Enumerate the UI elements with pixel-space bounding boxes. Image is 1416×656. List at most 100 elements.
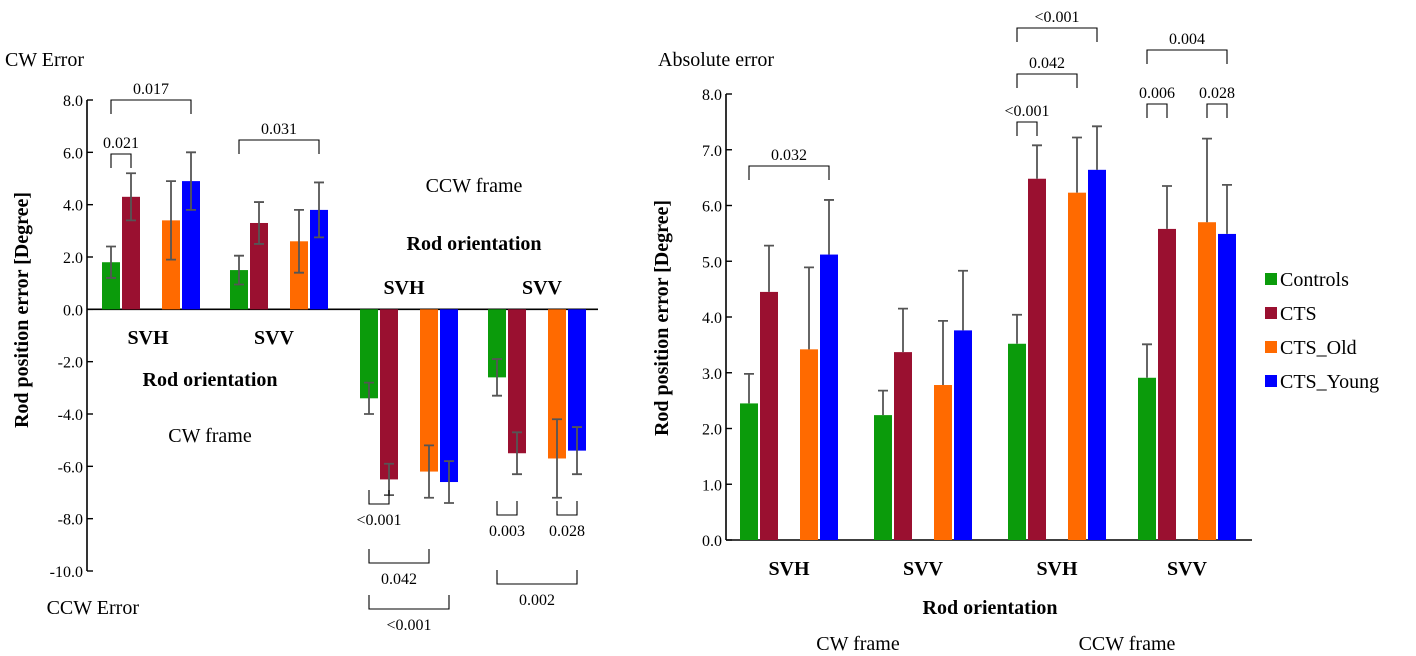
- bar: [182, 181, 200, 310]
- y-tick-label: 6.0: [63, 145, 83, 162]
- x-axis-title: Rod orientation: [923, 597, 1058, 619]
- top-label: CW Error: [5, 49, 84, 71]
- frame-caption: CW frame: [168, 425, 252, 447]
- significance-bracket: [110, 99, 192, 114]
- error-bar: [186, 151, 196, 211]
- y-tick-label: 5.0: [702, 254, 722, 271]
- error-bar: [364, 381, 374, 415]
- error-bar: [1222, 183, 1232, 234]
- legend: Controls CTS CTS_Old CTS_Young: [1265, 269, 1379, 393]
- y-tick-label: 2.0: [63, 250, 83, 267]
- significance-bracket: [496, 501, 518, 516]
- group-label: SVH: [383, 277, 425, 299]
- error-bar: [1072, 136, 1082, 193]
- significance-bracket: [496, 570, 578, 585]
- error-bar: [166, 180, 176, 261]
- p-value-label: 0.042: [381, 571, 417, 588]
- y-axis-title: Rod position error [Degree]: [651, 200, 673, 436]
- bar: [934, 385, 952, 540]
- y-tick-label: -2.0: [58, 355, 83, 372]
- error-bar: [1092, 125, 1102, 170]
- error-bar: [254, 201, 264, 245]
- bar: [740, 403, 758, 540]
- p-value-label: <0.001: [386, 617, 431, 634]
- y-tick-label: 8.0: [702, 87, 722, 104]
- p-value-label: 0.004: [1169, 31, 1205, 48]
- error-bar: [938, 320, 948, 386]
- bar: [488, 309, 506, 378]
- bar: [310, 209, 328, 310]
- bar: [380, 309, 398, 480]
- group-label: SVV: [522, 277, 563, 299]
- y-tick-label: -4.0: [58, 407, 83, 424]
- bar: [548, 309, 566, 459]
- p-value-label: 0.021: [103, 135, 139, 152]
- bar: [894, 352, 912, 540]
- y-axis-title: Rod position error [Degree]: [11, 192, 33, 428]
- bar: [1158, 228, 1176, 541]
- legend-label: CTS: [1280, 303, 1317, 325]
- p-value-label: 0.032: [771, 147, 807, 164]
- legend-swatch: [1265, 375, 1277, 387]
- significance-bracket: [110, 153, 132, 168]
- bottom-label: CCW Error: [47, 597, 140, 619]
- x-axis-title: Rod orientation: [143, 369, 278, 391]
- bar: [440, 309, 458, 483]
- error-bar: [824, 199, 834, 255]
- group-label: SVH: [768, 558, 810, 580]
- bar: [1068, 192, 1086, 541]
- error-bar: [314, 181, 324, 239]
- p-value-label: <0.001: [1034, 9, 1079, 26]
- error-bar: [106, 245, 116, 279]
- bar: [820, 254, 838, 540]
- significance-bracket: [1146, 49, 1228, 64]
- bar: [1218, 233, 1236, 540]
- bar: [360, 309, 378, 399]
- chart-title: Absolute error: [658, 49, 774, 71]
- y-tick-label: 8.0: [63, 93, 83, 110]
- y-tick-label: 4.0: [702, 310, 722, 327]
- group-label: SVV: [903, 558, 944, 580]
- error-bar: [764, 244, 774, 292]
- bar: [800, 349, 818, 540]
- group-label: SVV: [254, 327, 295, 349]
- significance-bracket: [1016, 27, 1098, 42]
- bar: [1028, 178, 1046, 541]
- y-tick-label: 6.0: [702, 199, 722, 216]
- bar: [230, 270, 248, 310]
- significance-bracket: [748, 165, 830, 180]
- legend-label: CTS_Old: [1280, 337, 1357, 359]
- p-value-label: 0.028: [1199, 85, 1235, 102]
- significance-bracket: [1146, 103, 1168, 118]
- x-axis-title: Rod orientation: [407, 233, 542, 255]
- error-bar: [744, 372, 754, 404]
- error-bar: [1142, 343, 1152, 378]
- significance-bracket: [368, 595, 450, 610]
- error-bar: [552, 418, 562, 499]
- significance-bracket: [368, 490, 390, 505]
- error-bar: [958, 269, 968, 331]
- error-bar: [1012, 313, 1022, 344]
- error-bar: [804, 266, 814, 350]
- bar: [954, 330, 972, 540]
- p-value-label: 0.031: [261, 121, 297, 138]
- p-value-label: 0.017: [133, 81, 169, 98]
- bar: [1138, 377, 1156, 540]
- error-bar: [1032, 144, 1042, 179]
- significance-bracket: [1016, 121, 1038, 136]
- error-bar: [492, 358, 502, 397]
- p-value-label: 0.003: [489, 523, 525, 540]
- y-tick-label: 0.0: [702, 533, 722, 550]
- legend-label: Controls: [1280, 269, 1349, 291]
- y-tick-label: -6.0: [58, 459, 83, 476]
- legend-swatch: [1265, 341, 1277, 353]
- y-tick-label: 7.0: [702, 143, 722, 160]
- p-value-label: 0.002: [519, 592, 555, 609]
- bar: [1088, 169, 1106, 540]
- p-value-label: <0.001: [1004, 103, 1049, 120]
- p-value-label: 0.042: [1029, 55, 1065, 72]
- frame-caption: CCW frame: [426, 175, 523, 197]
- error-bar: [512, 431, 522, 476]
- y-tick-label: -8.0: [58, 512, 83, 529]
